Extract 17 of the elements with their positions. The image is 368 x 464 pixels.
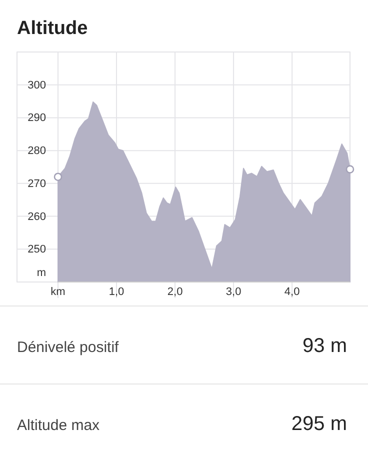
x-tick-label: km	[50, 286, 66, 298]
y-tick-label: 270	[28, 178, 46, 190]
y-tick-label: 300	[28, 79, 46, 92]
y-tick-label: 260	[28, 210, 46, 223]
x-tick-label: 3,0	[226, 286, 242, 298]
text: Altitude max	[17, 417, 100, 434]
text: 93 m	[302, 335, 347, 357]
x-tick-label: 1,0	[108, 286, 124, 298]
text: 295 m	[291, 413, 347, 435]
x-tick-label: 4,0	[284, 286, 300, 298]
y-tick-label: 290	[28, 112, 46, 124]
y-tick-label: 250	[28, 244, 46, 256]
y-tick-label: 280	[28, 145, 46, 158]
text: Dénivelé positif	[17, 339, 120, 356]
chart-title: Altitude	[17, 18, 88, 39]
y-axis-title: m	[36, 267, 46, 279]
x-tick-label: 2,0	[167, 286, 183, 298]
